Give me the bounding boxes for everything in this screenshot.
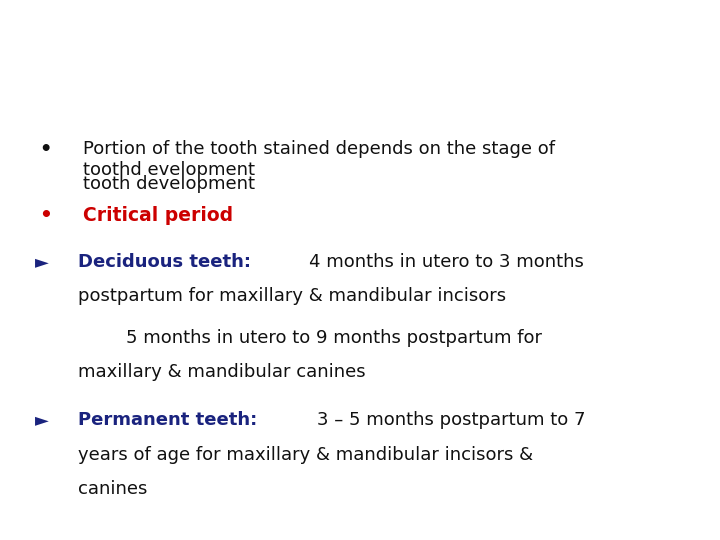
Text: 4 months in utero to 3 months: 4 months in utero to 3 months — [309, 253, 584, 271]
Text: Deciduous teeth:: Deciduous teeth: — [78, 253, 257, 271]
Text: tooth development: tooth development — [83, 175, 255, 193]
Text: 3 – 5 months postpartum to 7: 3 – 5 months postpartum to 7 — [317, 411, 585, 429]
Text: canines: canines — [78, 480, 147, 497]
Text: Portion of the tooth stained depends on the stage of
toothd evelopment: Portion of the tooth stained depends on … — [83, 140, 555, 179]
Text: ►: ► — [35, 411, 48, 429]
Text: •: • — [40, 206, 53, 225]
Text: 5 months in utero to 9 months postpartum for: 5 months in utero to 9 months postpartum… — [126, 329, 542, 347]
Text: Permanent teeth:: Permanent teeth: — [78, 411, 264, 429]
Text: years of age for maxillary & mandibular incisors &: years of age for maxillary & mandibular … — [78, 446, 533, 463]
Text: •: • — [40, 140, 52, 159]
Text: maxillary & mandibular canines: maxillary & mandibular canines — [78, 363, 365, 381]
Text: Critical period: Critical period — [83, 206, 233, 225]
Text: ►: ► — [35, 253, 48, 271]
Text: Deciduous teeth:: Deciduous teeth: — [78, 253, 257, 271]
Text: postpartum for maxillary & mandibular incisors: postpartum for maxillary & mandibular in… — [78, 287, 506, 305]
Text: Permanent teeth:: Permanent teeth: — [78, 411, 264, 429]
